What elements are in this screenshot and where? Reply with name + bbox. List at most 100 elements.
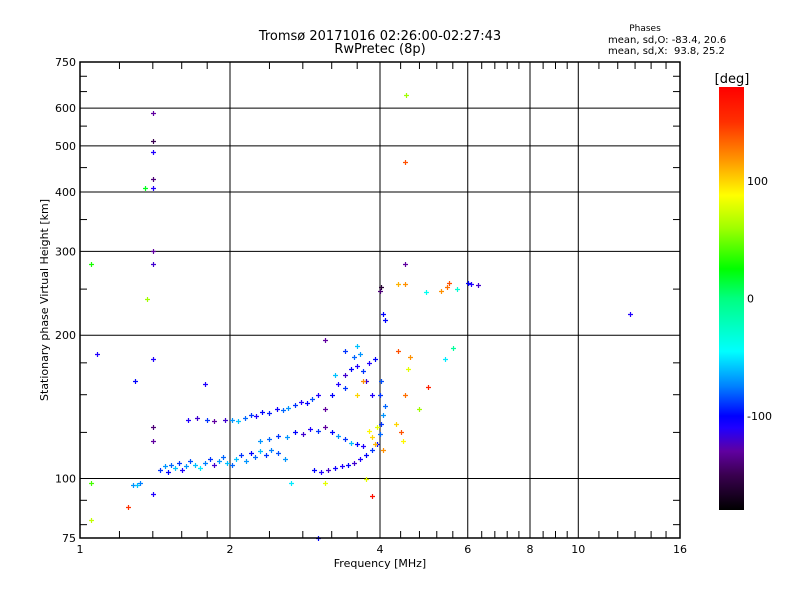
data-point — [466, 281, 471, 286]
data-point — [293, 430, 298, 435]
data-point — [451, 346, 456, 351]
data-point — [203, 461, 208, 466]
data-point — [381, 413, 386, 418]
data-point — [381, 312, 386, 317]
phases-title: Phases — [629, 24, 661, 34]
data-point — [378, 432, 383, 437]
data-point — [404, 93, 409, 98]
data-point — [352, 355, 357, 360]
data-point — [336, 382, 341, 387]
x-tick-labels: 1 2 4 6 8 10 16 — [77, 543, 688, 556]
data-point — [401, 439, 406, 444]
data-point — [355, 364, 360, 369]
data-point — [333, 373, 338, 378]
data-point — [343, 437, 348, 442]
data-point — [439, 289, 444, 294]
x-axis-label: Frequency [MHz] — [334, 557, 426, 570]
data-point — [373, 442, 378, 447]
data-point — [361, 369, 366, 374]
x-tick-label: 4 — [377, 543, 384, 556]
data-point — [349, 367, 354, 372]
data-point — [383, 318, 388, 323]
data-point — [151, 357, 156, 362]
data-point — [293, 403, 298, 408]
data-point — [364, 453, 369, 458]
data-point — [340, 464, 345, 469]
data-point — [169, 463, 174, 468]
data-point — [276, 434, 281, 439]
data-point — [180, 468, 185, 473]
chart-title: Tromsø 20171016 02:26:00-02:27:43 — [258, 29, 501, 44]
x-tick-label: 1 — [77, 543, 84, 556]
data-point — [230, 418, 235, 423]
data-point — [212, 419, 217, 424]
data-point — [628, 312, 633, 317]
data-point — [424, 290, 429, 295]
data-point — [184, 464, 189, 469]
data-point — [364, 477, 369, 482]
data-point — [355, 344, 360, 349]
plot-frame — [79, 61, 681, 539]
data-point — [330, 430, 335, 435]
data-point — [361, 379, 366, 384]
data-point — [151, 425, 156, 430]
colorbar-label: [deg] — [715, 72, 750, 87]
data-point — [323, 338, 328, 343]
colorbar-tick-labels: 100 0 -100 — [747, 175, 772, 423]
data-point — [208, 457, 213, 462]
data-point — [151, 150, 156, 155]
data-point — [343, 386, 348, 391]
data-point — [370, 435, 375, 440]
grid-lines — [80, 62, 680, 538]
data-point — [379, 422, 384, 427]
data-point — [138, 481, 143, 486]
data-point — [476, 283, 481, 288]
data-points — [89, 93, 633, 541]
data-point — [89, 262, 94, 267]
data-point — [151, 439, 156, 444]
data-point — [426, 385, 431, 390]
data-point — [349, 441, 354, 446]
colorbar-tick-label: -100 — [747, 410, 772, 423]
data-point — [217, 459, 222, 464]
data-point — [203, 382, 208, 387]
data-point — [326, 468, 331, 473]
data-point — [151, 139, 156, 144]
data-point — [370, 448, 375, 453]
data-point — [276, 451, 281, 456]
data-point — [333, 466, 338, 471]
data-point — [254, 414, 259, 419]
data-point — [243, 416, 248, 421]
data-point — [163, 464, 168, 469]
data-point — [316, 429, 321, 434]
data-point — [396, 349, 401, 354]
data-point — [358, 457, 363, 462]
data-point — [186, 418, 191, 423]
chart-subtitle: RwPretec (8p) — [334, 42, 425, 57]
data-point — [289, 481, 294, 486]
data-point — [143, 186, 148, 191]
data-point — [275, 407, 280, 412]
data-point — [285, 435, 290, 440]
data-point — [195, 416, 200, 421]
data-point — [173, 466, 178, 471]
data-point — [205, 418, 210, 423]
data-point — [166, 470, 171, 475]
data-point — [358, 352, 363, 357]
data-point — [89, 481, 94, 486]
data-point — [323, 481, 328, 486]
data-point — [319, 470, 324, 475]
data-point — [151, 186, 156, 191]
data-point — [403, 282, 408, 287]
data-point — [249, 413, 254, 418]
data-point — [308, 427, 313, 432]
data-point — [383, 404, 388, 409]
data-point — [469, 282, 474, 287]
data-point — [234, 457, 239, 462]
data-point — [188, 459, 193, 464]
y-tick-label: 200 — [55, 329, 76, 342]
y-tick-label: 75 — [62, 532, 76, 545]
data-point — [330, 393, 335, 398]
data-point — [417, 407, 422, 412]
y-tick-label: 300 — [55, 245, 76, 258]
